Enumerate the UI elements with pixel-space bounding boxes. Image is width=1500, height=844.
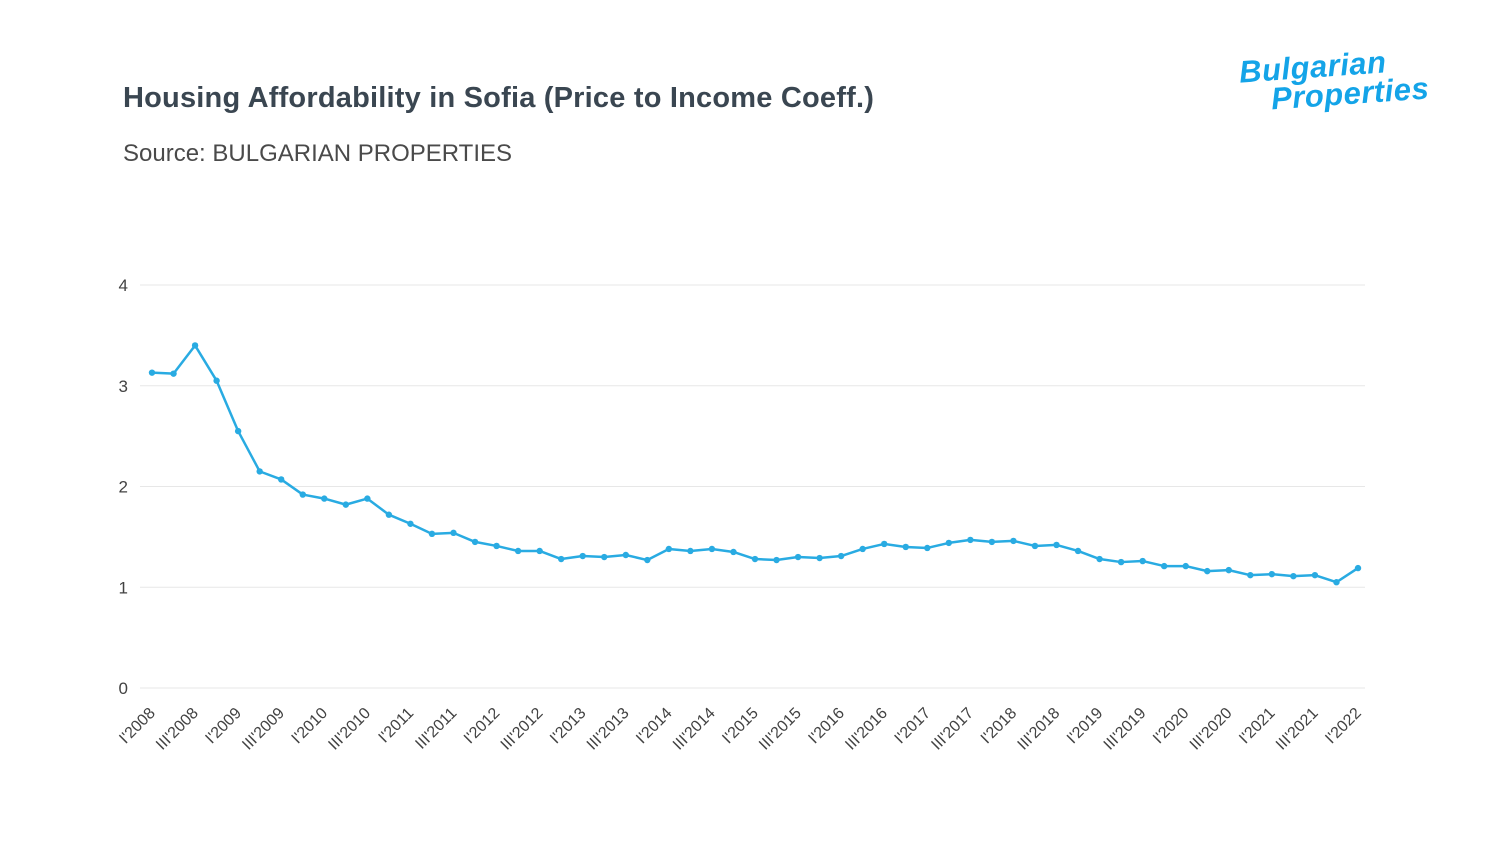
x-axis-tick-label: III'2013 bbox=[584, 705, 633, 754]
data-point bbox=[1225, 566, 1232, 574]
y-axis-tick-label: 4 bbox=[119, 276, 128, 295]
series-line bbox=[150, 344, 1360, 584]
data-point bbox=[988, 538, 996, 546]
data-point bbox=[708, 545, 716, 553]
x-axis-tick-label: III'2014 bbox=[670, 705, 719, 754]
data-point bbox=[514, 547, 522, 555]
data-point bbox=[687, 547, 694, 555]
y-axis-tick-label: 2 bbox=[119, 478, 128, 497]
data-point bbox=[1268, 570, 1276, 578]
data-point bbox=[321, 495, 328, 502]
data-point bbox=[364, 495, 371, 502]
data-point bbox=[730, 548, 737, 556]
data-point bbox=[1010, 537, 1017, 545]
chart-title: Housing Affordability in Sofia (Price to… bbox=[123, 82, 875, 114]
data-point bbox=[213, 377, 220, 384]
x-axis-tick-label: III'2015 bbox=[756, 705, 805, 754]
data-point bbox=[471, 538, 479, 546]
data-point bbox=[967, 536, 974, 544]
x-axis-tick-label: III'2021 bbox=[1273, 705, 1322, 754]
y-axis-tick-label: 1 bbox=[119, 578, 128, 597]
data-point bbox=[256, 468, 263, 475]
data-point bbox=[557, 555, 565, 563]
data-point bbox=[536, 547, 543, 555]
x-axis-tick-label: III'2017 bbox=[928, 705, 977, 754]
data-point bbox=[1247, 571, 1254, 579]
data-point bbox=[881, 540, 888, 548]
data-point bbox=[278, 476, 285, 483]
data-point bbox=[1096, 555, 1103, 563]
data-point bbox=[665, 545, 673, 553]
data-point bbox=[622, 551, 629, 559]
data-point bbox=[428, 530, 436, 538]
x-axis-tick-label: I'2011 bbox=[376, 705, 418, 747]
data-point bbox=[794, 553, 802, 561]
data-point bbox=[1204, 567, 1211, 575]
data-point bbox=[148, 369, 156, 376]
data-point bbox=[773, 556, 780, 564]
data-point bbox=[1290, 572, 1297, 580]
data-point bbox=[1311, 571, 1319, 579]
data-point bbox=[450, 529, 457, 537]
y-axis-tick-label: 3 bbox=[119, 377, 128, 396]
data-point bbox=[493, 542, 500, 550]
data-point bbox=[407, 520, 414, 527]
data-point bbox=[644, 556, 651, 564]
data-point bbox=[837, 552, 845, 560]
x-axis-tick-label: III'2019 bbox=[1101, 705, 1150, 754]
y-axis-tick-label: 0 bbox=[119, 679, 128, 698]
data-point bbox=[601, 553, 608, 561]
data-point bbox=[191, 342, 199, 349]
data-point bbox=[579, 552, 586, 560]
source-label: Source: BULGARIAN PROPERTIES bbox=[123, 140, 513, 167]
data-point bbox=[234, 427, 242, 435]
data-point bbox=[902, 543, 909, 551]
data-point bbox=[945, 539, 953, 547]
bulgarian-properties-logo: Bulgarian Properties bbox=[1238, 44, 1430, 116]
x-axis-tick-label: III'2016 bbox=[842, 705, 891, 754]
data-point bbox=[1182, 562, 1189, 570]
data-point bbox=[1053, 541, 1060, 549]
data-point bbox=[342, 501, 350, 508]
data-point bbox=[751, 555, 759, 563]
data-point bbox=[816, 554, 823, 562]
x-axis-tick-label: III'2009 bbox=[239, 705, 288, 754]
data-point bbox=[859, 545, 866, 553]
data-point bbox=[1117, 558, 1125, 566]
data-point bbox=[1333, 579, 1340, 586]
data-point bbox=[1354, 564, 1362, 572]
data-point bbox=[1139, 557, 1146, 565]
x-axis-tick-label: III'2018 bbox=[1015, 705, 1064, 754]
data-point bbox=[1160, 562, 1168, 570]
x-axis-tick-label: III'2011 bbox=[412, 705, 460, 753]
x-axis-tick-label: I'2022 bbox=[1322, 705, 1365, 748]
data-point bbox=[299, 491, 306, 498]
data-point bbox=[1074, 547, 1082, 555]
data-point bbox=[1031, 542, 1039, 550]
data-point bbox=[385, 511, 393, 518]
x-axis-tick-label: III'2020 bbox=[1187, 705, 1236, 754]
data-point bbox=[924, 544, 931, 552]
data-point bbox=[170, 370, 177, 377]
x-axis-tick-label: III'2008 bbox=[153, 705, 202, 754]
x-axis-tick-label: III'2010 bbox=[325, 705, 374, 754]
x-axis-tick-label: III'2012 bbox=[498, 705, 547, 754]
